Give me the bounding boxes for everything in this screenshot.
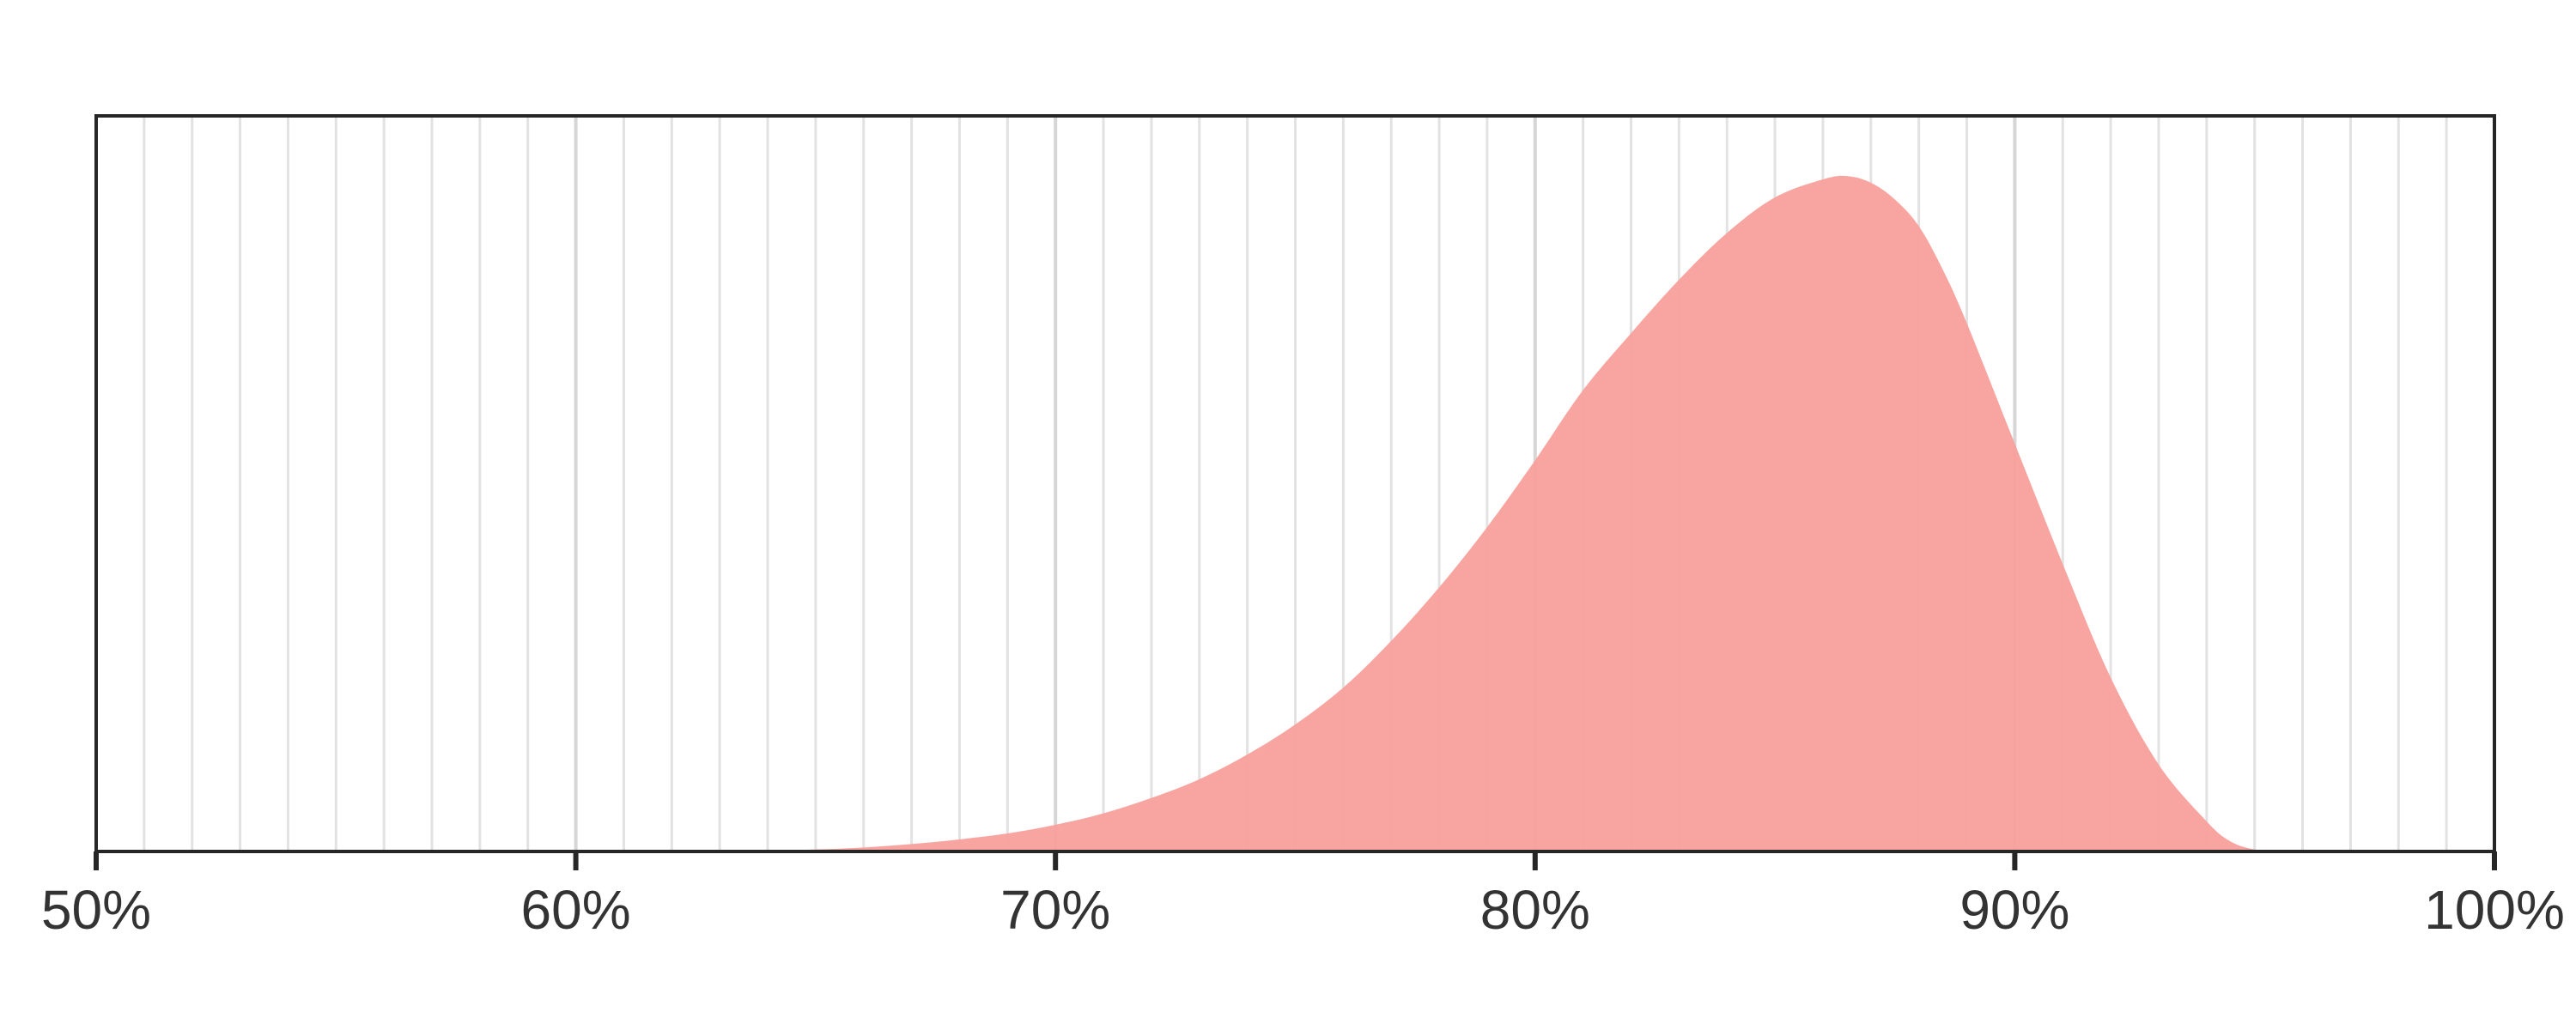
x-tick-label: 50% [41, 879, 151, 941]
x-tick-label: 100% [2424, 879, 2565, 941]
density-area-series-0 [671, 175, 2279, 851]
x-tick-label: 80% [1480, 879, 1590, 941]
x-tick-label: 90% [1959, 879, 2069, 941]
plot-frame [94, 114, 2496, 853]
x-tick-label: 60% [521, 879, 631, 941]
x-axis: 50% 60% 70% 80% 90% 100% [41, 851, 2565, 941]
plot-area [671, 175, 2279, 851]
x-tick-label: 70% [1000, 879, 1110, 941]
